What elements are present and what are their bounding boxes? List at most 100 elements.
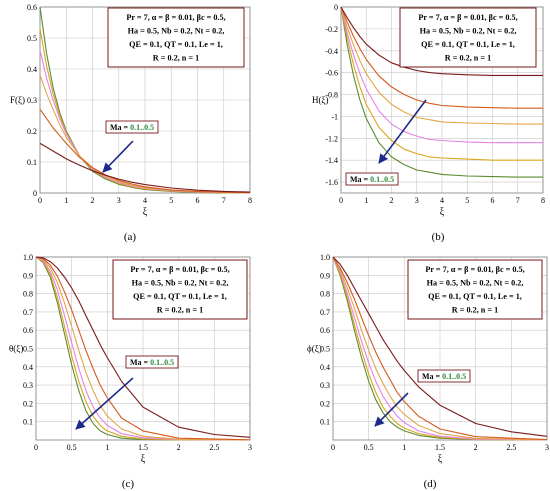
y-tick-label: 0 <box>33 189 37 198</box>
x-tick-label: 3 <box>117 196 121 205</box>
y-tick-label: 0.1 <box>23 418 33 427</box>
x-tick-label: 2.5 <box>506 443 516 452</box>
x-tick-label: 8 <box>248 196 252 205</box>
y-tick-label: 0.2 <box>27 127 37 136</box>
ma-value: 0.1..0.5 <box>370 175 394 184</box>
x-tick-label: 3 <box>415 196 419 205</box>
parameter-box <box>107 7 245 68</box>
series-line-5 <box>340 6 543 109</box>
x-tick-label: 6 <box>196 196 200 205</box>
y-tick-label: -0.2 <box>325 25 338 34</box>
parameter-line: QE = 0.1, QT = 0.1, Le = 1, <box>428 292 522 301</box>
trend-arrow <box>102 140 134 173</box>
series-line-1 <box>332 256 548 441</box>
y-tick-label: 0.4 <box>320 363 330 372</box>
y-tick-label: 0.8 <box>23 290 33 299</box>
x-tick-label: 3 <box>545 443 549 452</box>
parameter-box <box>112 259 248 320</box>
x-tick-label: 0 <box>34 443 38 452</box>
y-tick-label: -0.6 <box>325 69 338 78</box>
ma-annotation-box <box>105 120 159 134</box>
x-tick-label: 3 <box>248 443 252 452</box>
x-tick-label: 2 <box>91 196 95 205</box>
x-tick-label: 2 <box>474 443 478 452</box>
x-tick-label: 1 <box>402 443 406 452</box>
x-tick-label: 1.5 <box>138 443 148 452</box>
x-tick-label: 8 <box>541 196 545 205</box>
y-tick-label: 0.1 <box>320 418 330 427</box>
y-tick-label: 0.3 <box>27 96 37 105</box>
ma-value: 0.1..0.5 <box>150 358 174 367</box>
y-tick-label: -0.8 <box>325 91 338 100</box>
y-tick-label: 0.5 <box>320 345 330 354</box>
y-tick-label: 0 <box>334 3 338 12</box>
y-tick-label: 0.3 <box>320 381 330 390</box>
parameter-line: Pr = 7, α = β = 0.01, βc = 0.5, <box>126 13 225 22</box>
series-line-6 <box>39 142 251 193</box>
y-tick-label: 1.0 <box>320 253 330 262</box>
ma-annotation-box <box>345 172 399 186</box>
y-axis-label: H(ξ) <box>312 95 329 105</box>
series-line-3 <box>35 256 251 441</box>
y-tick-label: 0.9 <box>320 271 330 280</box>
plot-frame <box>39 6 251 194</box>
y-tick-label: 0.5 <box>27 34 37 43</box>
parameter-line: QE = 0.1, QT = 0.1, Le = 1, <box>133 292 227 301</box>
series-line-3 <box>332 256 548 441</box>
series-line-6 <box>35 256 251 438</box>
parameter-line: Pr = 7, α = β = 0.01, βc = 0.5, <box>425 265 524 274</box>
ma-annotation-box <box>125 355 179 369</box>
y-tick-label: 0.2 <box>23 399 33 408</box>
ma-annotation: Ma = 0.1..0.5 <box>350 175 394 184</box>
ma-annotation: Ma = 0.1..0.5 <box>130 358 174 367</box>
series-line-6 <box>332 256 548 437</box>
y-axis-label: ϕ(ξ) <box>307 344 322 354</box>
parameter-line: Ha = 0.5, Nb = 0.2, Nt = 0.2, <box>420 27 517 36</box>
parameter-line: Ha = 0.5, Nb = 0.2, Nt = 0.2, <box>427 279 524 288</box>
x-tick-label: 4 <box>440 196 444 205</box>
series-line-2 <box>340 6 543 161</box>
parameter-line: Ha = 0.5, Nb = 0.2, Nt = 0.2, <box>128 27 225 36</box>
x-tick-label: 0 <box>331 443 335 452</box>
chart-panel-a: 0 1 2 3 4 5 6 7 8 0 0.1 0.2 0.3 0.4 0.5 0.6 ξ F(ξ) Pr = 7,… <box>10 3 252 243</box>
series-line-3 <box>340 6 543 144</box>
y-tick-label: 0.9 <box>23 271 33 280</box>
chart-panel-c: 0 0.5 1 1.5 2 2.5 3 0.1 0.2 0.3 0.4 0.5 0.6 0.7 0.8 0.9… <box>9 253 252 490</box>
x-tick-label: 4 <box>143 196 147 205</box>
parameter-line: R = 0.2, n = 1 <box>452 306 498 315</box>
parameter-box <box>399 7 537 68</box>
y-tick-label: -1 <box>331 112 338 121</box>
parameter-line: R = 0.2, n = 1 <box>445 54 491 63</box>
series-line-4 <box>332 256 548 441</box>
x-tick-label: 2 <box>390 196 394 205</box>
x-tick-label: 1 <box>364 196 368 205</box>
ma-value: 0.1..0.5 <box>130 123 154 132</box>
parameter-line: Pr = 7, α = β = 0.01, βc = 0.5, <box>130 265 229 274</box>
panel-caption: (c) <box>122 478 135 490</box>
x-tick-label: 1 <box>105 443 109 452</box>
y-tick-label: 0.7 <box>320 308 330 317</box>
x-tick-label: 0.5 <box>67 443 77 452</box>
series-line-5 <box>332 256 548 441</box>
y-tick-label: -1.2 <box>325 134 338 143</box>
x-axis-label: ξ <box>438 454 443 465</box>
chart-panel-d: 0 0.5 1 1.5 2 2.5 3 0.1 0.2 0.3 0.4 0.5 0.6 0.7 0.8 0.9… <box>307 253 549 490</box>
y-tick-label: 1.0 <box>23 253 33 262</box>
chart-panel-b: 0 1 2 3 4 5 6 7 8 0 -0.2 -0.4 -0.6 -0.8 -1 -1.2 -1.4 -1.6… <box>312 3 545 243</box>
x-tick-label: 7 <box>222 196 226 205</box>
y-tick-label: 0.6 <box>27 3 37 12</box>
y-tick-label: 0.5 <box>23 345 33 354</box>
plot-frame <box>340 6 544 194</box>
trend-arrow <box>75 377 134 430</box>
ma-label: Ma = <box>130 358 150 367</box>
x-tick-label: 0.5 <box>364 443 374 452</box>
parameter-line: R = 0.2, n = 1 <box>157 306 203 315</box>
y-tick-label: 0.8 <box>320 290 330 299</box>
parameter-line: Ha = 0.5, Nb = 0.2, Nt = 0.2, <box>132 279 229 288</box>
ma-label: Ma = <box>422 372 442 381</box>
x-tick-label: 1.5 <box>435 443 445 452</box>
trend-arrow <box>374 392 409 427</box>
series-line-2 <box>35 256 251 441</box>
x-axis-label: ξ <box>440 207 445 218</box>
